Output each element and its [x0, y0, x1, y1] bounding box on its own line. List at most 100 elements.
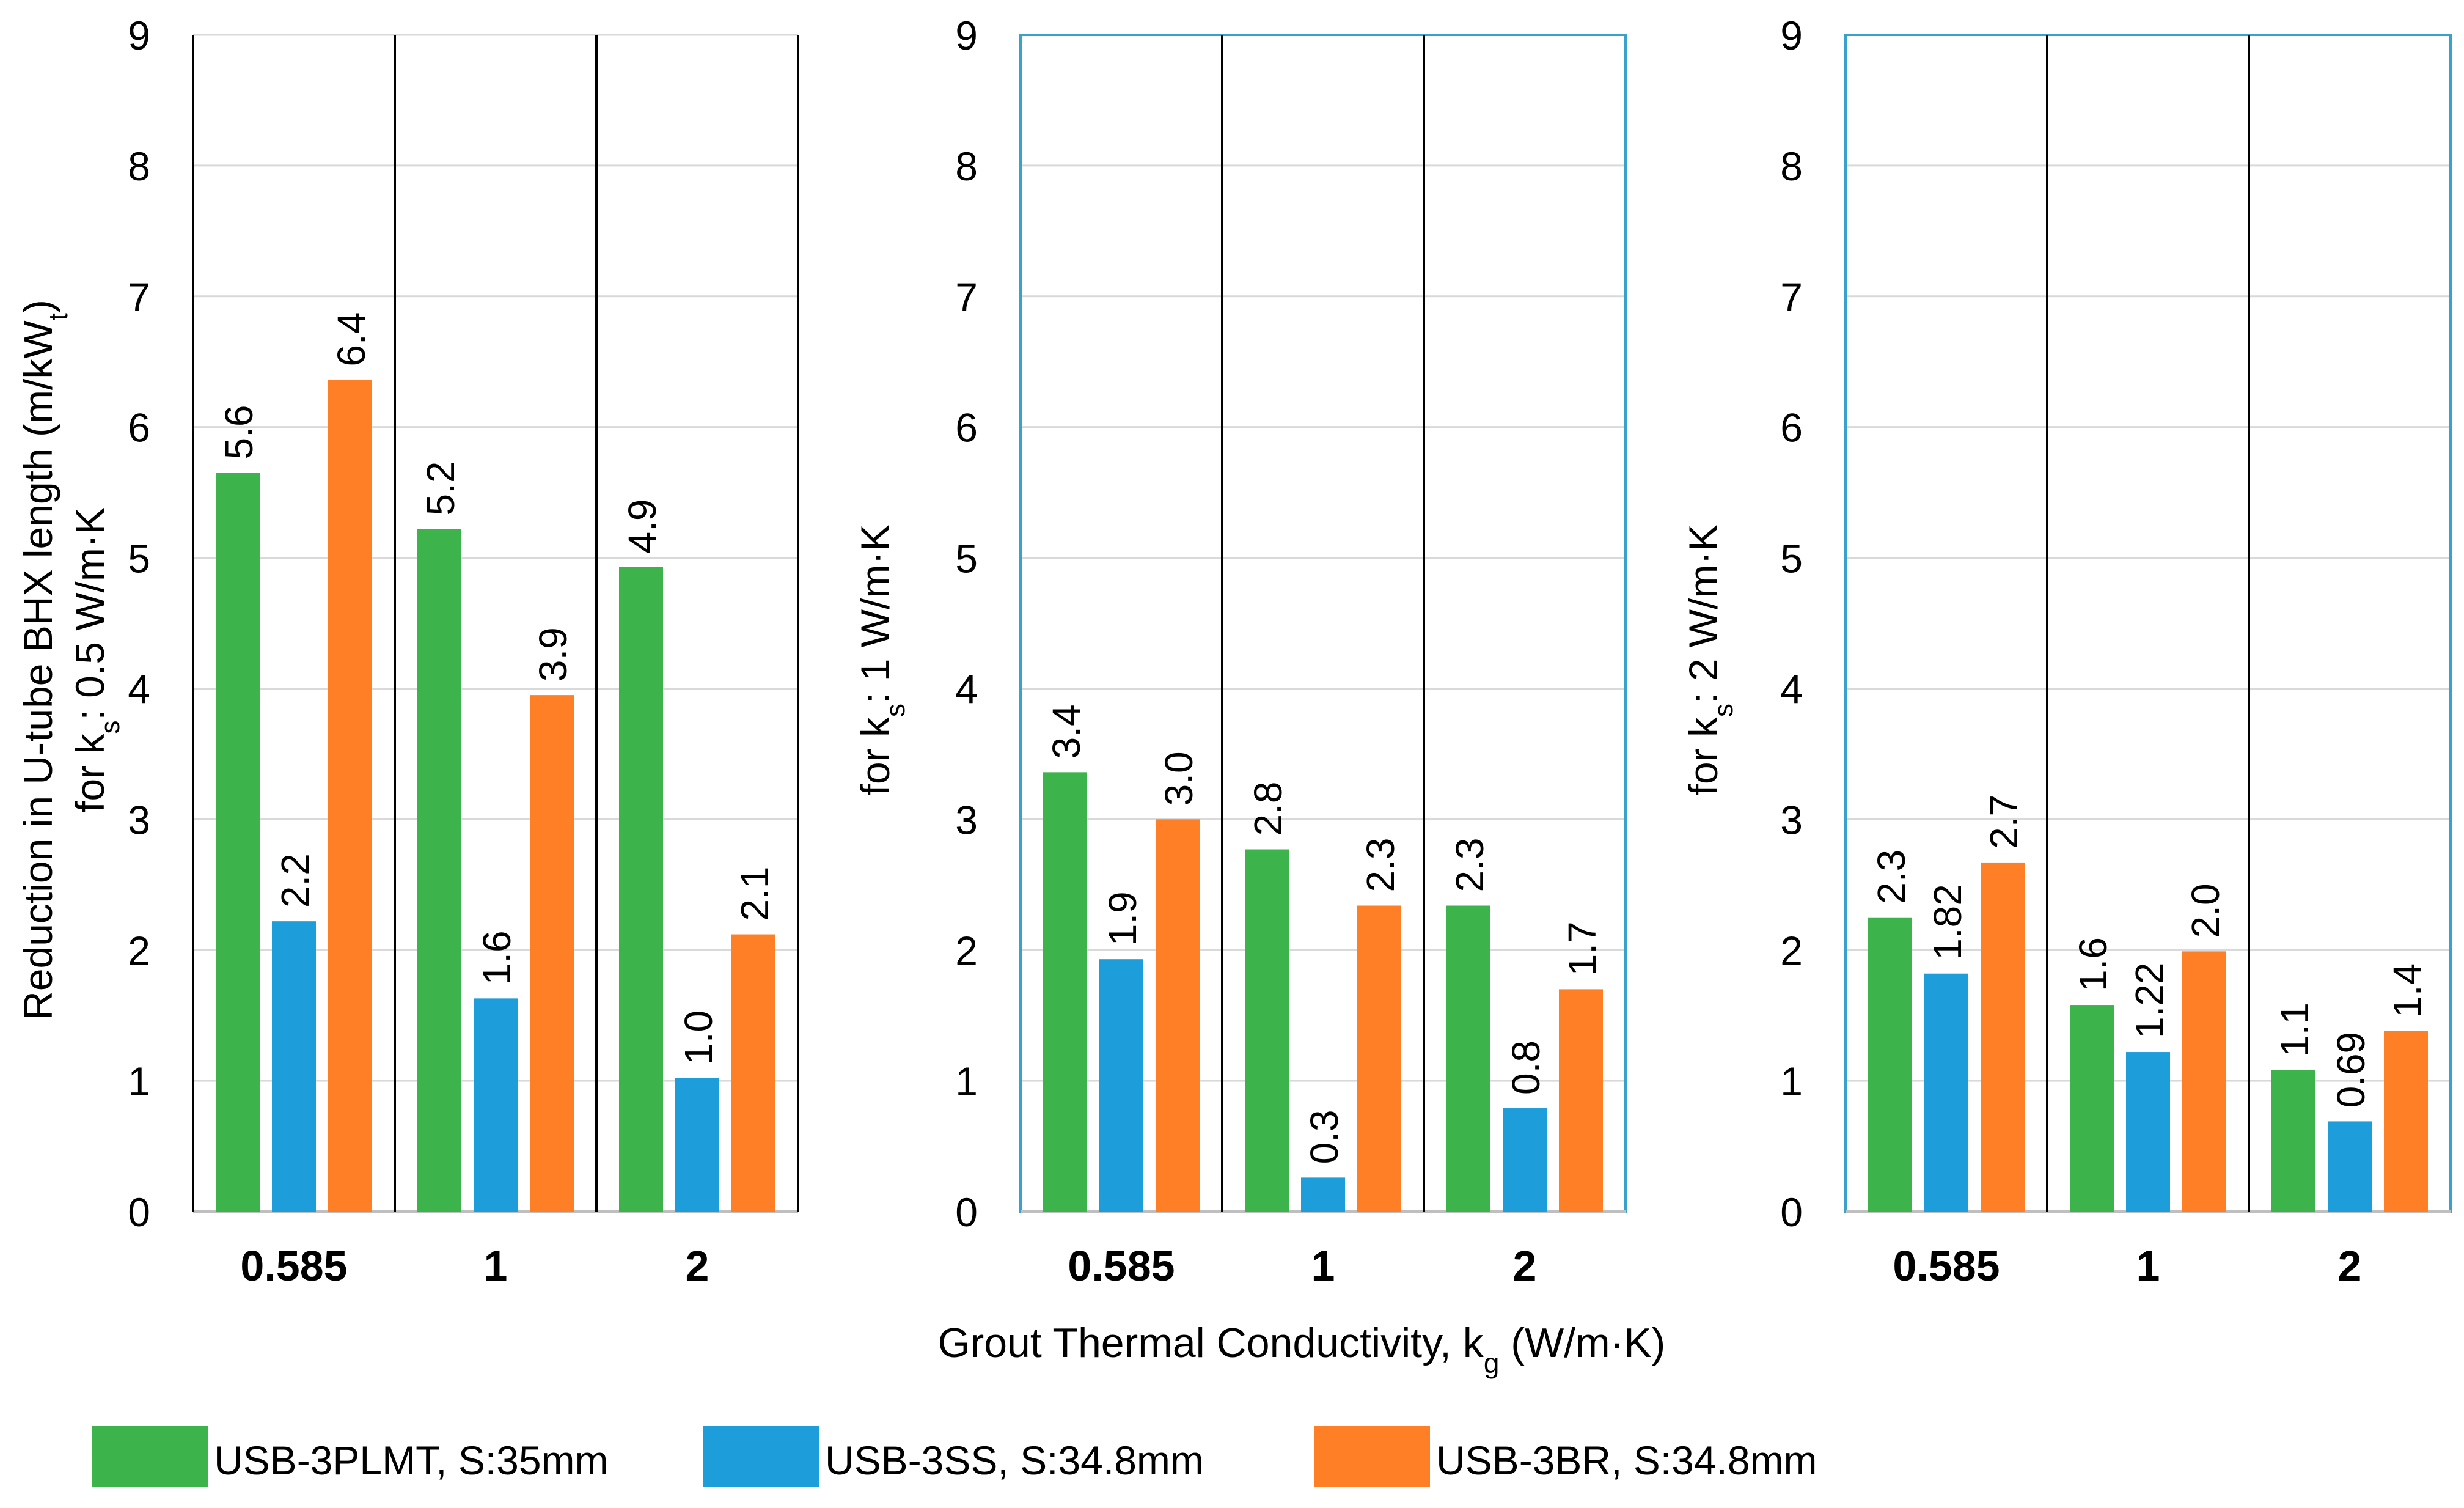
data-label: 2.3 — [1358, 838, 1402, 892]
bar — [675, 1078, 719, 1212]
bar — [1245, 849, 1289, 1212]
data-label: 2.2 — [273, 853, 317, 908]
y-tick-label: 6 — [128, 405, 150, 451]
data-label: 2.7 — [1982, 795, 2026, 849]
bar — [2272, 1070, 2316, 1212]
bar — [417, 529, 461, 1212]
y-axis-label: for ks: 2 W/m·K — [1681, 524, 1739, 796]
legend-item: USB-3BR, S:34.8mm — [1314, 1426, 1817, 1487]
y-tick-label: 4 — [128, 666, 150, 712]
bar — [619, 567, 663, 1212]
bar — [2126, 1052, 2170, 1212]
y-tick-label: 0 — [955, 1190, 978, 1235]
data-label: 0.69 — [2329, 1032, 2373, 1108]
y-tick-label: 8 — [128, 144, 150, 189]
bar — [328, 380, 372, 1212]
data-label: 1.1 — [2273, 1002, 2317, 1057]
legend: USB-3PLMT, S:35mm USB-3SS, S:34.8mm USB-3B… — [92, 1426, 1817, 1487]
y-tick-label: 3 — [955, 797, 978, 842]
y-tick-label: 6 — [1780, 405, 1803, 451]
bar — [1868, 917, 1912, 1212]
x-tick-label: 1 — [484, 1242, 508, 1290]
data-label: 0.3 — [1302, 1109, 1346, 1164]
data-label: 0.8 — [1504, 1040, 1548, 1095]
y-tick-label: 4 — [1780, 666, 1803, 712]
chart-panel-2: 0 1 2 3 4 5 6 7 8 9 3.4 1.9 3.0 0.585 2.8 0.3 2.3 1 2.3 0.8… — [853, 13, 1627, 1290]
y-tick-label: 1 — [1780, 1059, 1803, 1104]
bar — [1357, 905, 1401, 1212]
bar — [1301, 1177, 1345, 1212]
y-tick-label: 5 — [955, 536, 978, 581]
data-label: 1.22 — [2127, 962, 2171, 1039]
y-tick-label: 3 — [128, 797, 150, 842]
y-axis-label: for ks: 1 W/m·K — [853, 524, 911, 796]
y-tick-label: 3 — [1780, 797, 1803, 842]
legend-item: USB-3PLMT, S:35mm — [92, 1426, 609, 1487]
x-axis-title: Grout Thermal Conductivity, kg (W/m·K) — [938, 1320, 1666, 1379]
x-tick-label: 0.585 — [1068, 1242, 1175, 1290]
x-tick-label: 1 — [1311, 1242, 1335, 1290]
data-label: 2.3 — [1869, 850, 1913, 904]
y-tick-label: 9 — [128, 13, 150, 58]
y-axis-label: for ks: 0.5 W/m·K — [67, 507, 125, 812]
bar — [474, 998, 518, 1212]
data-label: 3.4 — [1044, 704, 1088, 759]
data-label: 5.2 — [419, 462, 463, 516]
y-tick-label: 0 — [1780, 1190, 1803, 1235]
chart-panel-3: 0 1 2 3 4 5 6 7 8 9 2.3 1.82 2.7 0.585 1.6 1.22 2.0 1 1.1 0… — [1681, 13, 2452, 1290]
y-tick-label: 4 — [955, 666, 978, 712]
bar — [2328, 1121, 2372, 1212]
data-label: 2.8 — [1246, 782, 1290, 836]
y-tick-label: 2 — [1780, 928, 1803, 973]
bar — [1099, 959, 1143, 1212]
data-label: 5.6 — [217, 405, 261, 460]
bar — [1981, 862, 2025, 1212]
bar — [272, 921, 316, 1212]
bar — [1156, 819, 1200, 1212]
data-label: 1.82 — [1926, 884, 1970, 960]
data-label: 1.4 — [2385, 963, 2429, 1018]
legend-label: USB-3SS, S:34.8mm — [825, 1438, 1204, 1483]
bar — [2182, 951, 2226, 1212]
x-tick-label: 0.585 — [1893, 1242, 2000, 1290]
bar — [1559, 989, 1603, 1212]
y-tick-label: 8 — [955, 144, 978, 189]
chart-panel-1: 0 1 2 3 4 5 6 7 8 9 5.6 2.2 6.4 0.585 5.2 1.6 3.9 1 4.9 1.0… — [15, 13, 799, 1290]
y-tick-label: 5 — [1780, 536, 1803, 581]
data-label: 2.3 — [1448, 838, 1492, 892]
x-tick-label: 2 — [686, 1242, 710, 1290]
x-tick-label: 0.585 — [240, 1242, 347, 1290]
y-tick-label: 7 — [1780, 274, 1803, 320]
y-tick-label: 9 — [1780, 13, 1803, 58]
y-axis-label: Reduction in U-tube BHX length (m/kWt) — [15, 300, 73, 1020]
data-label: 1.6 — [475, 930, 519, 985]
bar — [1043, 772, 1087, 1212]
y-tick-label: 7 — [955, 274, 978, 320]
bar — [530, 695, 574, 1212]
y-tick-label: 1 — [128, 1059, 150, 1104]
bar — [2384, 1031, 2428, 1212]
data-label: 1.7 — [1560, 921, 1604, 976]
legend-label: USB-3PLMT, S:35mm — [214, 1438, 609, 1483]
data-label: 6.4 — [329, 312, 373, 367]
bar — [1503, 1108, 1547, 1212]
bar — [1447, 905, 1491, 1212]
y-tick-label: 2 — [128, 928, 150, 973]
y-tick-label: 6 — [955, 405, 978, 451]
bar — [2070, 1005, 2114, 1212]
x-tick-label: 1 — [2136, 1242, 2160, 1290]
y-tick-label: 0 — [128, 1190, 150, 1235]
data-label: 3.0 — [1157, 751, 1201, 806]
y-tick-label: 2 — [955, 928, 978, 973]
y-tick-label: 7 — [128, 274, 150, 320]
y-tick-label: 1 — [955, 1059, 978, 1104]
x-axis-title-main: Grout Thermal Conductivity, k — [938, 1320, 1484, 1366]
y-tick-label: 9 — [955, 13, 978, 58]
data-label: 3.9 — [531, 627, 575, 682]
data-label: 4.9 — [620, 499, 664, 554]
x-axis-title-sub: g — [1484, 1347, 1500, 1379]
data-label: 1.9 — [1101, 891, 1145, 946]
legend-swatch — [1314, 1426, 1430, 1487]
